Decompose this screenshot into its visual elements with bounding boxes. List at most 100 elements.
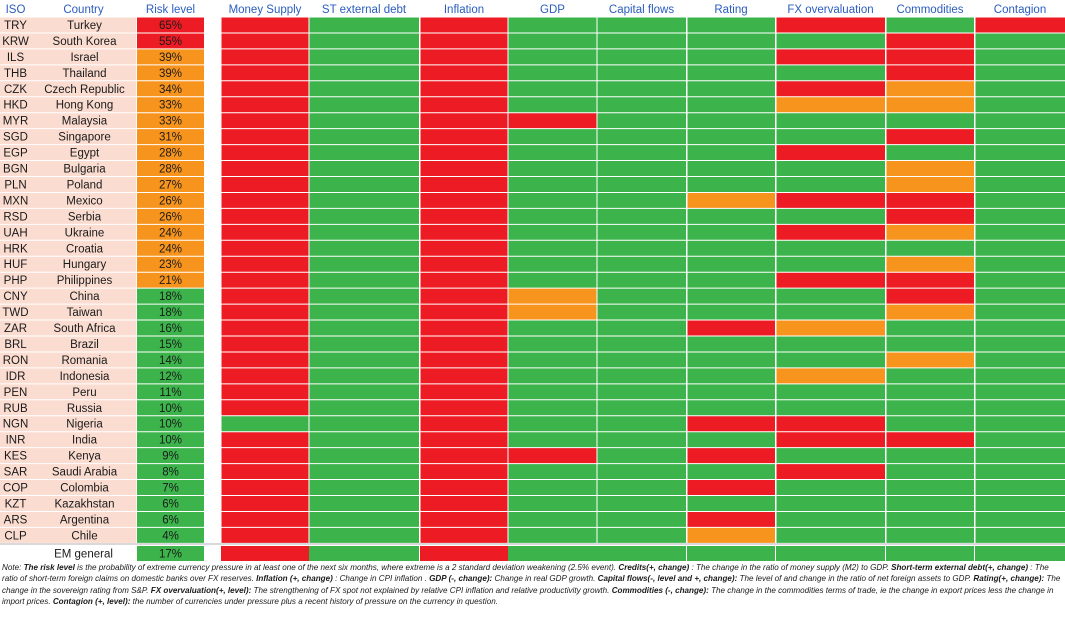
country-cell-mxn (33, 192, 136, 209)
risk-cell-sgd (137, 128, 204, 145)
factor-cell-czk-inflation (420, 80, 508, 97)
factor-cell-huf-contagion (975, 256, 1065, 273)
factor-cell-krw-capital-flows (597, 32, 686, 49)
factor-cell-thb-capital-flows (597, 64, 686, 81)
iso-cell-krw (0, 32, 33, 49)
country-cell-try (33, 17, 136, 33)
factor-cell-sar-gdp (508, 463, 597, 480)
risk-cell-inr (137, 431, 204, 448)
note-term: The risk level (23, 563, 75, 572)
factor-cell-cop-gdp (508, 479, 597, 496)
iso-cell-sgd (0, 128, 33, 145)
iso-cell-huf (0, 256, 33, 273)
factor-cell-rub-st-external-debt (309, 399, 419, 416)
risk-cell-czk (137, 80, 204, 97)
factor-cell-mxn-capital-flows (597, 192, 686, 209)
country-label-myr: Malaysia (62, 116, 108, 128)
factor-cell-pln-commodities (886, 176, 974, 193)
risk-label-rub: 10% (159, 403, 182, 415)
factor-cell-sgd-money-supply (221, 128, 309, 145)
country-label-thb: Thailand (62, 68, 106, 80)
iso-label-brl: BRL (4, 339, 27, 351)
iso-cell-thb (0, 64, 33, 81)
iso-cell-ils (0, 48, 33, 65)
country-cell-zar (33, 320, 136, 336)
country-cell-inr (33, 431, 136, 448)
factor-cell-pen-rating (687, 383, 775, 400)
factor-cell-ils-money-supply (221, 48, 309, 65)
factor-cell-czk-gdp (508, 80, 597, 97)
factor-cell-cny-capital-flows (597, 288, 686, 305)
column-header-capital-flows: Capital flows (609, 4, 674, 16)
factor-cell-ils-fx-overvaluation (776, 48, 885, 65)
iso-label-inr: INR (6, 435, 26, 447)
factor-cell-cny-rating (687, 288, 775, 305)
country-cell-php (33, 272, 136, 289)
country-cell-huf (33, 256, 136, 273)
factor-cell-ron-commodities (886, 351, 974, 368)
factor-cell-pen-inflation (420, 383, 508, 400)
factor-cell-kes-contagion (975, 447, 1065, 464)
factor-cell-idr-rating (687, 367, 775, 384)
iso-cell-kes (0, 447, 33, 464)
risk-cell-idr (137, 367, 204, 384)
factor-cell-ron-st-external-debt (309, 351, 419, 368)
factor-cell-ngn-rating (687, 415, 775, 432)
factor-cell-rub-gdp (508, 399, 597, 416)
risk-label-krw: 55% (159, 36, 182, 48)
factor-cell-huf-gdp (508, 256, 597, 273)
country-label-pln: Poland (67, 179, 103, 191)
country-cell-sgd (33, 128, 136, 145)
iso-cell-cny (0, 288, 33, 305)
iso-label-thb: THB (4, 68, 27, 80)
risk-cell-hkd (137, 96, 204, 113)
risk-cell-php (137, 272, 204, 289)
factor-cell-ils-contagion (975, 48, 1065, 65)
country-label-uah: Ukraine (65, 227, 105, 239)
iso-cell-cop (0, 479, 33, 496)
factor-cell-uah-commodities (886, 224, 974, 241)
factor-cell-twd-rating (687, 304, 775, 321)
factor-cell-huf-commodities (886, 256, 974, 273)
factor-cell-hkd-commodities (886, 96, 974, 113)
factor-cell-sar-st-external-debt (309, 463, 419, 480)
factor-cell-brl-st-external-debt (309, 336, 419, 352)
factor-cell-twd-gdp (508, 304, 597, 321)
factor-cell-php-gdp (508, 272, 597, 289)
factor-cell-kes-fx-overvaluation (776, 447, 885, 464)
risk-label-twd: 18% (159, 307, 182, 319)
factor-cell-ron-gdp (508, 351, 597, 368)
country-cell-krw (33, 32, 136, 49)
factor-cell-thb-inflation (420, 64, 508, 81)
factor-cell-cop-inflation (420, 479, 508, 496)
country-label-pen: Peru (72, 387, 96, 399)
iso-cell-twd (0, 304, 33, 321)
risk-label-cop: 7% (162, 483, 179, 495)
factor-cell-cop-commodities (886, 479, 974, 496)
factor-cell-php-money-supply (221, 272, 309, 289)
factor-cell-clp-fx-overvaluation (776, 527, 885, 544)
factor-cell-try-commodities (886, 17, 974, 33)
country-cell-ron (33, 351, 136, 368)
factor-cell-myr-commodities (886, 112, 974, 129)
factor-cell-sgd-st-external-debt (309, 128, 419, 145)
factor-cell-rsd-capital-flows (597, 208, 686, 225)
note-term: Rating(+, change): (973, 574, 1045, 584)
country-label-hrk: Croatia (66, 243, 104, 255)
country-label-krw: South Korea (53, 36, 118, 48)
factor-cell-ngn-st-external-debt (309, 415, 419, 432)
factor-cell-twd-commodities (886, 304, 974, 321)
factor-cell-kzt-capital-flows (597, 495, 686, 512)
risk-cell-pen (137, 383, 204, 400)
iso-cell-idr (0, 367, 33, 384)
factor-cell-krw-commodities (886, 32, 974, 49)
factor-cell-thb-gdp (508, 64, 597, 81)
country-cell-twd (33, 304, 136, 321)
factor-cell-hrk-gdp (508, 240, 597, 257)
country-cell-brl (33, 336, 136, 352)
country-label-try: Turkey (67, 20, 102, 32)
note-term: FX overvaluation(+, level): (150, 585, 252, 595)
risk-label-zar: 16% (159, 323, 182, 335)
factor-cell-twd-st-external-debt (309, 304, 419, 321)
factor-cell-bgn-gdp (508, 160, 597, 177)
